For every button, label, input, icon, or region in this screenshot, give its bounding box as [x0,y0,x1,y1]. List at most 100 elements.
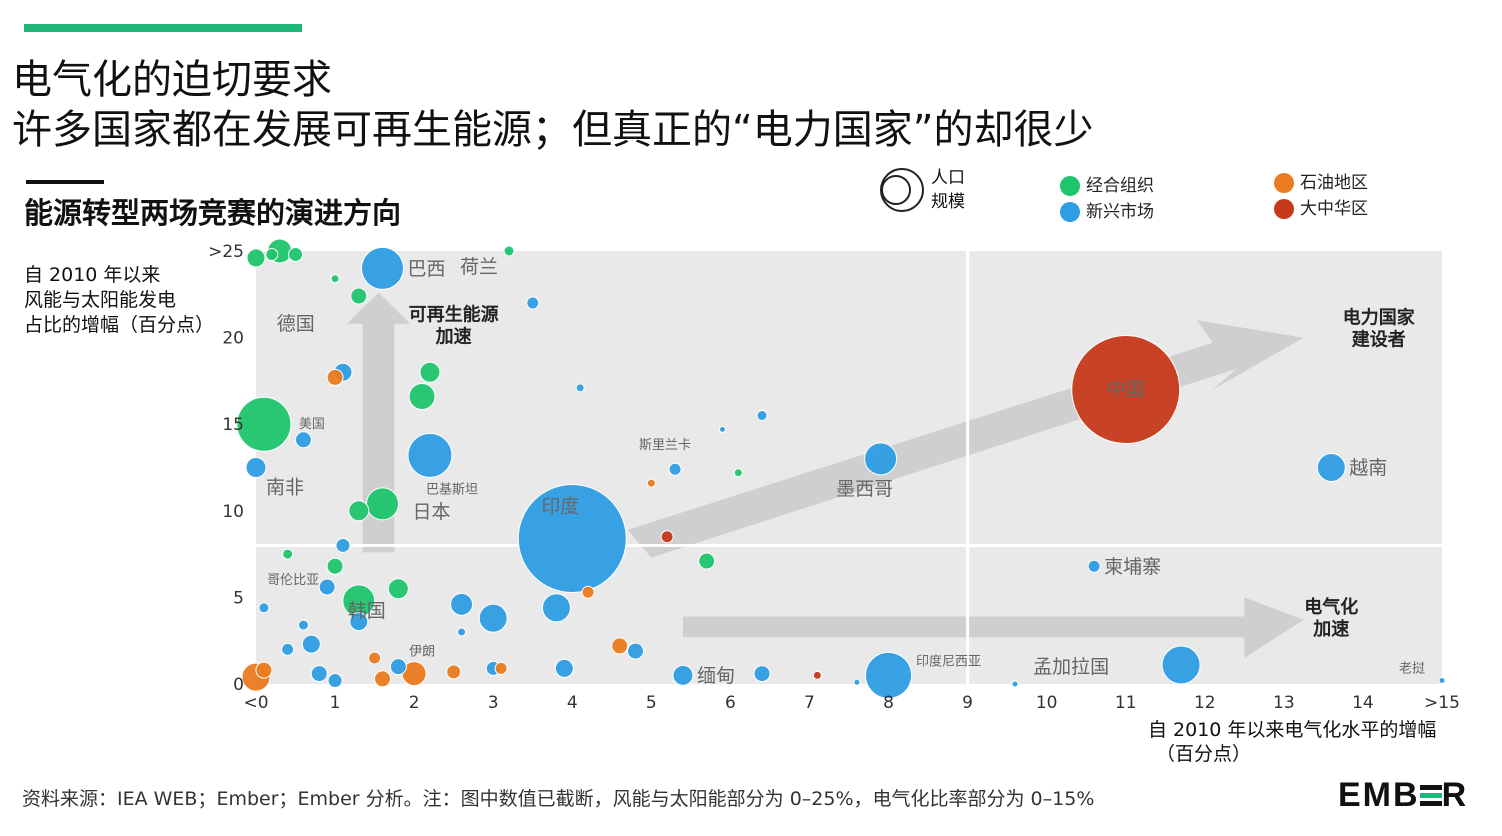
legend-swatch [1060,176,1080,196]
data-point [581,585,595,599]
quadrant-label: 加速 [435,325,472,347]
quadrant-label: 电气化 [1304,596,1358,618]
point-印度 [517,484,627,594]
subtitle-rule [26,180,104,184]
data-point [258,602,270,614]
point-label: 南非 [266,477,304,499]
data-point [326,557,344,575]
page-title: 电气化的迫切要求 [12,57,332,103]
x-tick-label: 11 [1115,693,1137,713]
data-point [374,670,392,688]
quadrant-label: 电力国家 [1343,307,1416,329]
data-point [450,592,474,616]
data-point [627,642,645,660]
data-point [718,425,726,433]
point-label: 哥伦比亚 [267,573,319,588]
x-tick-label: <0 [243,693,268,713]
legend-col-1: 经合组织 新兴市场 [1060,173,1154,225]
x-tick-label: 7 [804,693,815,713]
point-label: 印度尼西亚 [916,653,981,669]
chart-title: 能源转型两场竞赛的演进方向 [24,196,402,230]
data-point [494,661,508,675]
point-美国 [236,396,292,452]
data-point [297,619,309,631]
point-label: 柬埔寨 [1104,556,1161,578]
data-point [310,665,328,683]
point-label: 伊朗 [409,645,435,660]
data-point [812,670,822,680]
x-tick-label: 10 [1036,693,1058,713]
data-point [1011,680,1019,688]
quadrant-label: 加速 [1312,618,1349,640]
point-缅甸 [672,664,694,686]
point-南非 [245,457,267,478]
data-point [756,410,768,422]
x-tick-label: 12 [1194,693,1216,713]
legend-size-label-1: 人口 [931,168,965,188]
data-point [478,603,508,633]
legend-item: 经合组织 [1060,173,1154,199]
point-墨西哥 [864,442,898,476]
data-point [255,661,273,679]
y-tick-label: >25 [208,242,244,262]
point-老挝 [1438,677,1446,685]
population-size-icon [880,166,928,218]
point-日本 [366,487,400,521]
data-point [419,361,441,383]
point-荷兰 [503,245,515,257]
legend-size: 人口 规模 [931,166,965,214]
x-tick-label: 14 [1352,693,1374,713]
point-label: 巴西 [408,258,446,280]
data-point [327,673,343,689]
legend-swatch [1060,202,1080,222]
legend-item: 新兴市场 [1060,199,1154,225]
x-tick-label: 8 [883,693,894,713]
x-tick-label: 3 [488,693,499,713]
data-point [446,664,462,680]
data-point [698,552,716,570]
x-tick-label: >15 [1424,693,1460,713]
point-label: 孟加拉国 [1033,656,1109,678]
point-label: 韩国 [348,600,386,622]
data-point [246,248,266,268]
point-巴西 [361,246,405,290]
legend-item: 石油地区 [1274,170,1368,196]
point-label: 老挝 [1399,662,1425,677]
data-point [753,665,771,683]
data-point [294,431,312,449]
data-point [733,468,743,478]
point-label: 巴基斯坦 [426,482,478,497]
data-point [408,382,436,410]
data-point [330,274,340,284]
x-tick-label: 1 [330,693,341,713]
point-柬埔寨 [1087,559,1101,573]
point-label: 美国 [299,417,325,432]
legend-label: 石油地区 [1300,173,1368,193]
data-point [368,651,382,665]
point-越南 [1316,453,1346,482]
legend-item: 大中华区 [1274,196,1368,222]
point-label: 越南 [1349,457,1387,479]
data-point [348,500,370,522]
data-point [387,578,409,600]
data-point [853,678,861,686]
point-label: 日本 [413,501,451,523]
legend-label: 新兴市场 [1086,202,1154,222]
legend-label: 经合组织 [1086,176,1154,196]
data-point [554,658,574,678]
x-tick-label: 4 [567,693,578,713]
x-tick-label: 2 [409,693,420,713]
quadrant-label: 可再生能源 [409,303,499,325]
source-note: 资料来源：IEA WEB；Ember；Ember 分析。注：图中数值已截断，风能… [22,788,1095,810]
data-point [541,593,571,623]
data-point [281,642,295,656]
arrow-renewables [346,292,411,553]
point-巴基斯坦 [407,432,453,478]
quadrant-label: 建设者 [1352,329,1406,351]
data-point [265,247,279,261]
x-tick-label: 6 [725,693,736,713]
point-label: 中国 [1107,379,1145,401]
y-tick-label: 10 [222,502,244,522]
data-point [349,612,369,632]
data-point [335,537,351,553]
